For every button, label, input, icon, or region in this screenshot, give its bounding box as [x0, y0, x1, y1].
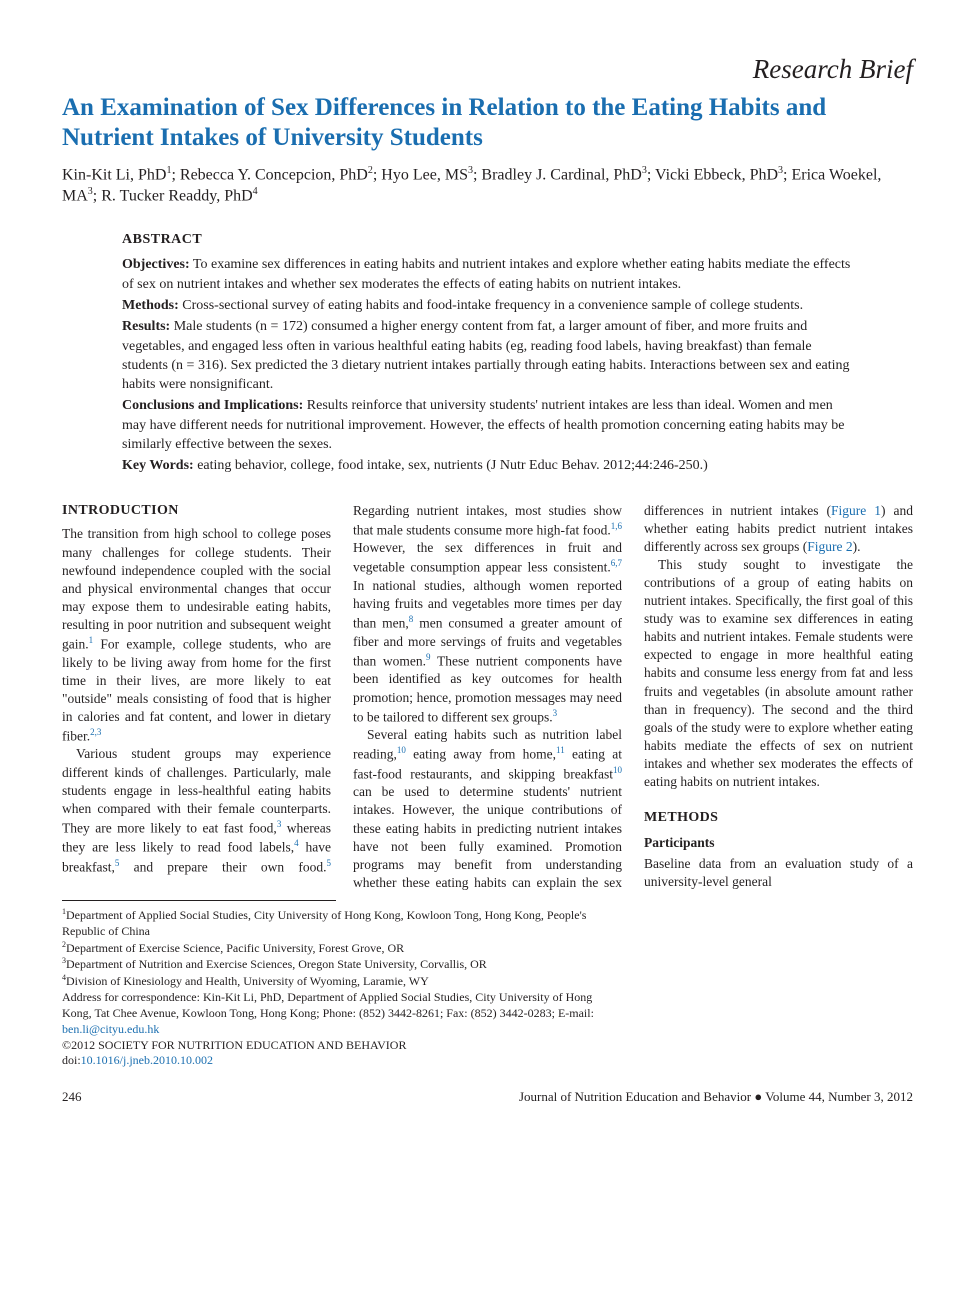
- journal-citation: Journal of Nutrition Education and Behav…: [519, 1089, 913, 1106]
- doi-link[interactable]: 10.1016/j.jneb.2010.10.002: [81, 1053, 213, 1067]
- page-footer: 246 Journal of Nutrition Education and B…: [62, 1089, 913, 1106]
- citation-ref[interactable]: 10: [397, 745, 406, 755]
- abstract-lead: Conclusions and Implications:: [122, 398, 303, 413]
- abstract-methods: Methods: Cross-sectional survey of eatin…: [122, 296, 853, 315]
- citation-ref[interactable]: 1,6: [611, 521, 622, 531]
- abstract-lead: Key Words:: [122, 458, 194, 473]
- citation-ref[interactable]: 3: [553, 708, 558, 718]
- citation-ref[interactable]: 10: [613, 765, 622, 775]
- body-columns: INTRODUCTION The transition from high sc…: [62, 502, 913, 892]
- body-paragraph: The transition from high school to colle…: [62, 525, 331, 745]
- affiliation-rule: [62, 900, 336, 901]
- abstract-block: ABSTRACT Objectives: To examine sex diff…: [122, 231, 853, 475]
- introduction-heading: INTRODUCTION: [62, 502, 331, 521]
- body-paragraph: This study sought to investigate the con…: [644, 556, 913, 791]
- abstract-conclusions: Conclusions and Implications: Results re…: [122, 396, 853, 454]
- figure-link[interactable]: Figure 2: [807, 539, 852, 554]
- affiliation-line: 2Department of Exercise Science, Pacific…: [62, 940, 622, 957]
- correspondence-line: Address for correspondence: Kin-Kit Li, …: [62, 990, 622, 1037]
- abstract-results: Results: Male students (n = 172) consume…: [122, 317, 853, 394]
- abstract-objectives: Objectives: To examine sex differences i…: [122, 255, 853, 294]
- affiliation-line: 3Department of Nutrition and Exercise Sc…: [62, 956, 622, 973]
- affiliations-block: 1Department of Applied Social Studies, C…: [62, 907, 622, 1069]
- abstract-text: To examine sex differences in eating hab…: [122, 257, 850, 291]
- citation-ref[interactable]: 2,3: [90, 727, 101, 737]
- article-title: An Examination of Sex Differences in Rel…: [62, 93, 913, 154]
- abstract-keywords: Key Words: eating behavior, college, foo…: [122, 456, 853, 475]
- abstract-lead: Results:: [122, 319, 170, 334]
- correspondence-email[interactable]: ben.li@cityu.edu.hk: [62, 1022, 159, 1036]
- body-paragraph: Baseline data from an evaluation study o…: [644, 855, 913, 891]
- affiliation-line: 4Division of Kinesiology and Health, Uni…: [62, 973, 622, 990]
- methods-heading: METHODS: [644, 809, 913, 828]
- abstract-text: eating behavior, college, food intake, s…: [194, 458, 708, 473]
- doi-line: doi:10.1016/j.jneb.2010.10.002: [62, 1053, 622, 1069]
- abstract-lead: Methods:: [122, 298, 179, 313]
- author-list: Kin-Kit Li, PhD1; Rebecca Y. Concepcion,…: [62, 164, 913, 208]
- citation-ref[interactable]: 11: [556, 745, 565, 755]
- abstract-heading: ABSTRACT: [122, 231, 853, 249]
- section-label: Research Brief: [62, 52, 913, 87]
- abstract-text: Male students (n = 172) consumed a highe…: [122, 319, 850, 392]
- affiliation-line: 1Department of Applied Social Studies, C…: [62, 907, 622, 940]
- citation-ref[interactable]: 5: [327, 858, 332, 868]
- page-number: 246: [62, 1089, 82, 1106]
- abstract-text: Cross-sectional survey of eating habits …: [179, 298, 803, 313]
- copyright-line: ©2012 SOCIETY FOR NUTRITION EDUCATION AN…: [62, 1038, 622, 1054]
- figure-link[interactable]: Figure 1: [831, 503, 881, 518]
- participants-subheading: Participants: [644, 834, 913, 852]
- abstract-lead: Objectives:: [122, 257, 190, 272]
- citation-ref[interactable]: 6,7: [611, 558, 622, 568]
